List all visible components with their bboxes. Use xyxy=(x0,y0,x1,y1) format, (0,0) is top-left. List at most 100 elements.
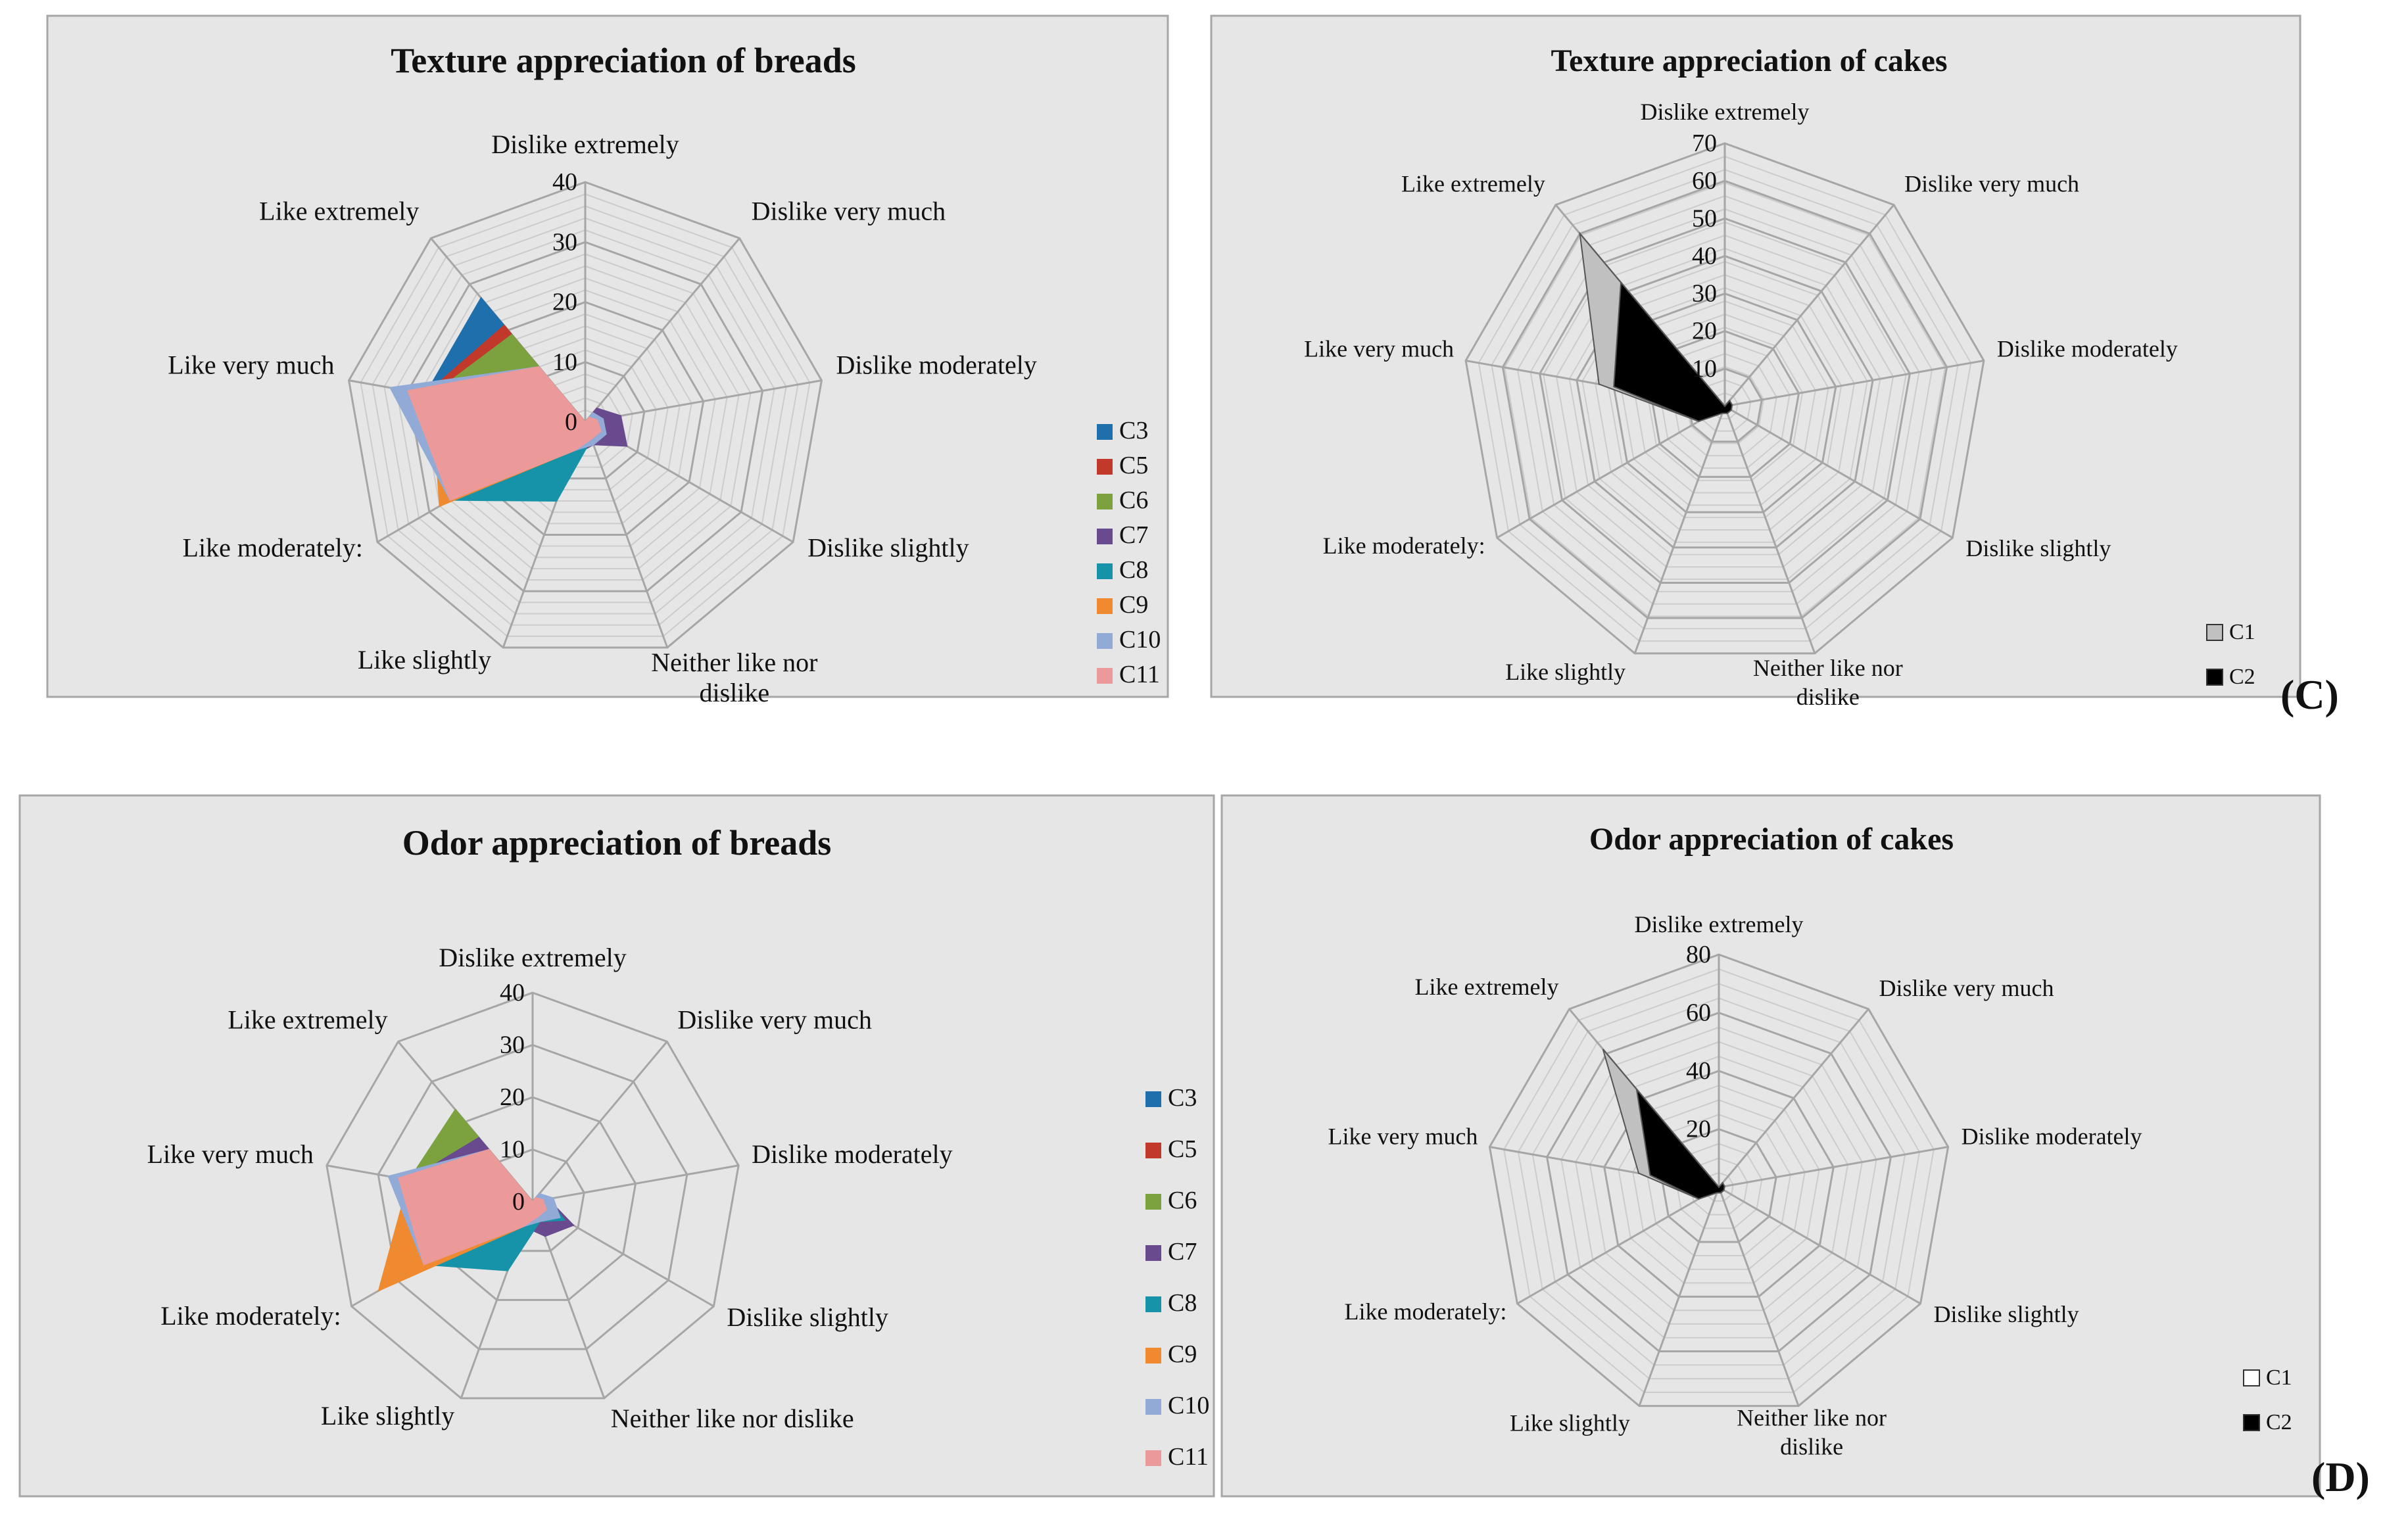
tick-label: 40 xyxy=(1692,242,1717,270)
axis-label: Dislike slightly xyxy=(807,533,969,563)
chart-title: Odor appreciation of cakes xyxy=(1589,822,1954,857)
chart-panel xyxy=(18,794,1215,1498)
chart-title: Odor appreciation of breads xyxy=(402,823,832,863)
grid-minor-ring xyxy=(395,229,775,604)
grid-minor-ring xyxy=(1555,234,1894,568)
tick-label: 20 xyxy=(500,1083,525,1111)
legend-label: C9 xyxy=(1168,1340,1197,1368)
tick-label: 40 xyxy=(1686,1057,1711,1085)
grid-spoke xyxy=(1718,1186,1921,1305)
grid-spoke xyxy=(1723,406,1816,654)
legend-swatch-c1 xyxy=(2243,1369,2260,1386)
axis-label: Dislike very much xyxy=(1904,171,2079,197)
axis-label: Like extremely xyxy=(259,196,419,225)
grid-minor-ring xyxy=(1517,983,1921,1380)
axis-label: Dislike moderately xyxy=(1997,336,2178,362)
legend-label: C11 xyxy=(1119,661,1160,688)
tick-label: 60 xyxy=(1692,167,1717,195)
legend-label: C1 xyxy=(2229,620,2255,644)
grid-spoke xyxy=(1724,405,1954,539)
legend-label: C7 xyxy=(1168,1238,1197,1266)
tick-label: 20 xyxy=(1686,1116,1711,1143)
grid-major-ring xyxy=(325,991,740,1400)
legend-swatch-c10 xyxy=(1097,633,1113,649)
grid-major-ring xyxy=(1603,1070,1835,1298)
legend-label: C10 xyxy=(1119,626,1161,653)
legend-swatch-c6 xyxy=(1097,494,1113,509)
grid-minor-ring xyxy=(419,253,752,581)
legend-swatch-c10 xyxy=(1145,1399,1161,1415)
axis-label: Like very much xyxy=(168,350,334,380)
axis-label: Like slightly xyxy=(321,1401,454,1431)
tick-label: 40 xyxy=(552,168,577,196)
tick-label: 40 xyxy=(500,979,525,1007)
legend-label: C6 xyxy=(1119,486,1148,514)
grid-minor-ring xyxy=(1504,181,1946,617)
legend-label: C3 xyxy=(1168,1084,1197,1112)
grid-spoke xyxy=(1723,204,1895,407)
legend-swatch-c5 xyxy=(1145,1143,1161,1158)
legend-label: C8 xyxy=(1119,556,1148,584)
legend-swatch-c7 xyxy=(1097,529,1113,544)
axis-label: Like moderately: xyxy=(1345,1298,1507,1325)
series-c2 xyxy=(1635,1087,1725,1200)
legend-label: C1 xyxy=(2266,1365,2292,1390)
grid-minor-ring xyxy=(1560,1026,1877,1338)
tick-label: 10 xyxy=(1692,355,1717,383)
grid-minor-ring xyxy=(1478,155,1972,642)
chart-title: Texture appreciation of cakes xyxy=(1551,43,1947,78)
axis-label: Like slightly xyxy=(1510,1410,1630,1436)
legend-swatch-c3 xyxy=(1097,424,1113,440)
panel-label-c: (C) xyxy=(2280,671,2339,718)
axis-label: Dislike very much xyxy=(1879,975,2054,1001)
legend-label: C2 xyxy=(2266,1410,2292,1434)
grid-spoke xyxy=(584,237,740,423)
axis-label: Like slightly xyxy=(358,645,491,675)
tick-label: 80 xyxy=(1686,941,1711,968)
grid-minor-ring xyxy=(1531,997,1906,1366)
series-c2 xyxy=(1613,281,1733,422)
legend-label: C11 xyxy=(1168,1443,1209,1471)
axis-label: Like moderately: xyxy=(160,1301,341,1331)
axis-label: Dislike extremely xyxy=(1641,99,1810,125)
grid-major-ring xyxy=(1501,179,1948,619)
legend-swatch-c7 xyxy=(1145,1245,1161,1261)
axis-label: Dislike extremely xyxy=(491,130,679,159)
axis-label: Dislike very much xyxy=(677,1005,872,1034)
grid-spoke xyxy=(532,1164,739,1203)
legend-swatch-c11 xyxy=(1145,1450,1161,1466)
legend-swatch-c2 xyxy=(2243,1414,2260,1431)
legend-swatch-c3 xyxy=(1145,1091,1161,1107)
axis-label: Dislike moderately xyxy=(836,350,1036,380)
axis-label: Dislike slightly xyxy=(1965,535,2111,561)
tick-label: 10 xyxy=(552,348,577,376)
legend-swatch-c6 xyxy=(1145,1194,1161,1210)
tick-label: 30 xyxy=(500,1031,525,1059)
tick-label: 0 xyxy=(512,1188,525,1216)
grid-major-ring xyxy=(347,181,823,649)
axis-label: Dislike slightly xyxy=(727,1302,888,1332)
legend-label: C7 xyxy=(1119,521,1148,549)
grid-major-ring xyxy=(406,241,764,592)
axis-label: Like extremely xyxy=(1401,171,1545,197)
grid-minor-ring xyxy=(1503,968,1935,1393)
axis-label: Like extremely xyxy=(228,1005,387,1034)
legend-label: C8 xyxy=(1168,1289,1197,1317)
axis-label: Like moderately: xyxy=(183,533,363,563)
axis-label: Dislike slightly xyxy=(1934,1301,2079,1327)
legend-swatch-c5 xyxy=(1097,459,1113,475)
axis-label: Neither like nor dislike xyxy=(651,648,817,707)
grid-major-ring xyxy=(377,1043,688,1350)
tick-label: 50 xyxy=(1692,204,1717,232)
chart-1: Texture appreciation of breads 0 10 20 30 40 D… xyxy=(46,14,1169,707)
tick-label: 10 xyxy=(500,1136,525,1164)
legend-label: C5 xyxy=(1168,1135,1197,1163)
axis-label: Like very much xyxy=(1304,336,1454,362)
grid-minor-ring xyxy=(1529,208,1920,592)
grid-minor-ring xyxy=(1575,1041,1863,1325)
legend-label: C6 xyxy=(1168,1187,1197,1214)
series-c11 xyxy=(407,366,602,501)
panel-label-d: (D) xyxy=(2311,1454,2370,1500)
axis-label: Like extremely xyxy=(1415,974,1559,1000)
